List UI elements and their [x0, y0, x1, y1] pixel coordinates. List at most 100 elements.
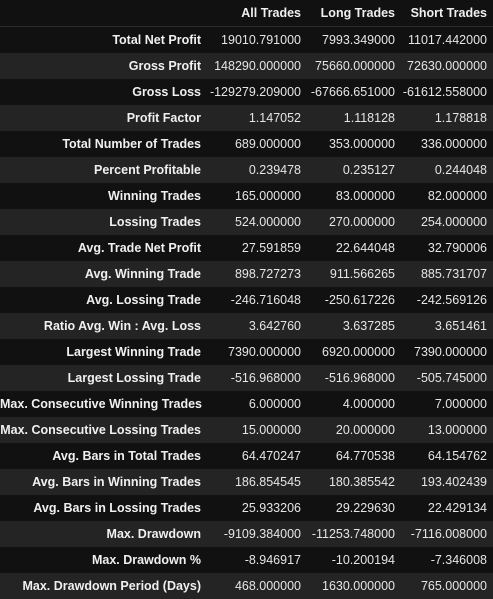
row-label: Avg. Bars in Total Trades	[0, 443, 206, 469]
row-label: Profit Factor	[0, 105, 206, 131]
cell-all: 148290.000000	[206, 53, 307, 79]
cell-short: -7116.008000	[401, 521, 493, 547]
cell-short: 336.000000	[401, 131, 493, 157]
cell-all: 186.854545	[206, 469, 307, 495]
cell-long: -67666.651000	[307, 79, 401, 105]
cell-all: -129279.209000	[206, 79, 307, 105]
cell-all: 7390.000000	[206, 339, 307, 365]
cell-short: 765.000000	[401, 573, 493, 599]
cell-short: 1.178818	[401, 105, 493, 131]
cell-all: 25.933206	[206, 495, 307, 521]
row-label: Total Net Profit	[0, 27, 206, 54]
cell-long: 6920.000000	[307, 339, 401, 365]
table-row: Gross Loss-129279.209000-67666.651000-61…	[0, 79, 493, 105]
row-label: Lossing Trades	[0, 209, 206, 235]
cell-short: -505.745000	[401, 365, 493, 391]
row-label: Largest Winning Trade	[0, 339, 206, 365]
cell-long: 3.637285	[307, 313, 401, 339]
cell-long: 83.000000	[307, 183, 401, 209]
row-label: Max. Drawdown	[0, 521, 206, 547]
cell-short: -242.569126	[401, 287, 493, 313]
cell-short: 885.731707	[401, 261, 493, 287]
header-blank	[0, 0, 206, 27]
header-row: All Trades Long Trades Short Trades	[0, 0, 493, 27]
cell-all: 3.642760	[206, 313, 307, 339]
cell-short: 7.000000	[401, 391, 493, 417]
cell-all: 898.727273	[206, 261, 307, 287]
header-all-trades: All Trades	[206, 0, 307, 27]
cell-long: 270.000000	[307, 209, 401, 235]
row-label: Avg. Winning Trade	[0, 261, 206, 287]
row-label: Avg. Trade Net Profit	[0, 235, 206, 261]
table-row: Max. Drawdown-9109.384000-11253.748000-7…	[0, 521, 493, 547]
cell-short: 64.154762	[401, 443, 493, 469]
row-label: Max. Drawdown %	[0, 547, 206, 573]
cell-short: -61612.558000	[401, 79, 493, 105]
row-label: Total Number of Trades	[0, 131, 206, 157]
cell-long: 7993.349000	[307, 27, 401, 54]
cell-long: 911.566265	[307, 261, 401, 287]
cell-all: 165.000000	[206, 183, 307, 209]
row-label: Max. Consecutive Winning Trades	[0, 391, 206, 417]
table-header: All Trades Long Trades Short Trades	[0, 0, 493, 27]
cell-short: 32.790006	[401, 235, 493, 261]
table-row: Max. Drawdown %-8.946917-10.200194-7.346…	[0, 547, 493, 573]
cell-short: 7390.000000	[401, 339, 493, 365]
row-label: Max. Consecutive Lossing Trades	[0, 417, 206, 443]
cell-all: -8.946917	[206, 547, 307, 573]
cell-all: 1.147052	[206, 105, 307, 131]
cell-long: -250.617226	[307, 287, 401, 313]
row-label: Ratio Avg. Win : Avg. Loss	[0, 313, 206, 339]
cell-short: 11017.442000	[401, 27, 493, 54]
row-label: Winning Trades	[0, 183, 206, 209]
table-row: Avg. Lossing Trade-246.716048-250.617226…	[0, 287, 493, 313]
cell-long: 353.000000	[307, 131, 401, 157]
cell-long: 20.000000	[307, 417, 401, 443]
cell-all: 27.591859	[206, 235, 307, 261]
row-label: Avg. Lossing Trade	[0, 287, 206, 313]
row-label: Largest Lossing Trade	[0, 365, 206, 391]
cell-all: 689.000000	[206, 131, 307, 157]
cell-short: 254.000000	[401, 209, 493, 235]
cell-long: 29.229630	[307, 495, 401, 521]
cell-all: 0.239478	[206, 157, 307, 183]
cell-short: -7.346008	[401, 547, 493, 573]
row-label: Percent Profitable	[0, 157, 206, 183]
row-label: Gross Profit	[0, 53, 206, 79]
cell-short: 72630.000000	[401, 53, 493, 79]
cell-short: 22.429134	[401, 495, 493, 521]
cell-long: 22.644048	[307, 235, 401, 261]
cell-all: 468.000000	[206, 573, 307, 599]
cell-short: 193.402439	[401, 469, 493, 495]
cell-all: -516.968000	[206, 365, 307, 391]
cell-long: 64.770538	[307, 443, 401, 469]
cell-all: 19010.791000	[206, 27, 307, 54]
cell-long: -516.968000	[307, 365, 401, 391]
cell-all: 524.000000	[206, 209, 307, 235]
header-long-trades: Long Trades	[307, 0, 401, 27]
cell-long: 180.385542	[307, 469, 401, 495]
cell-short: 82.000000	[401, 183, 493, 209]
cell-long: -11253.748000	[307, 521, 401, 547]
header-short-trades: Short Trades	[401, 0, 493, 27]
cell-all: -9109.384000	[206, 521, 307, 547]
cell-short: 13.000000	[401, 417, 493, 443]
cell-short: 0.244048	[401, 157, 493, 183]
cell-long: 1630.000000	[307, 573, 401, 599]
cell-long: 75660.000000	[307, 53, 401, 79]
